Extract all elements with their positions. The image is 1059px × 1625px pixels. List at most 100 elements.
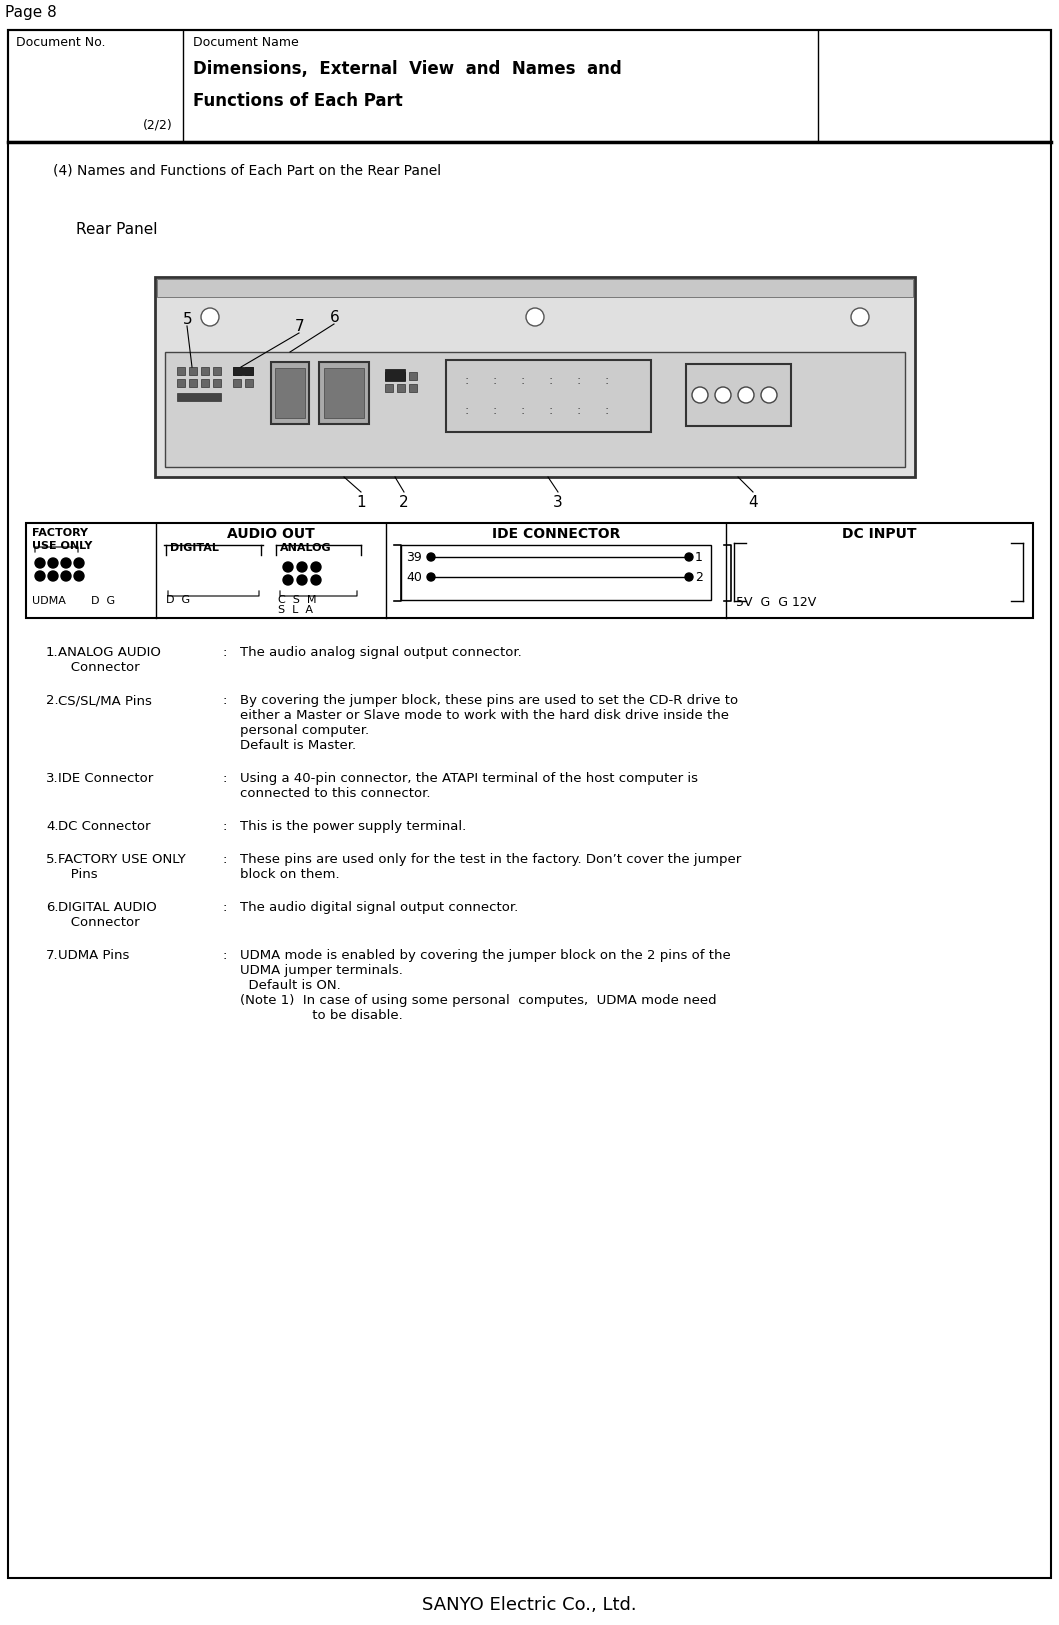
Text: These pins are used only for the test in the factory. Don’t cover the jumper
blo: These pins are used only for the test in… [240, 853, 741, 881]
Circle shape [851, 309, 869, 327]
Bar [245, 367, 253, 375]
Text: FACTORY: FACTORY [32, 528, 88, 538]
Text: :: : [520, 374, 524, 387]
Text: 2: 2 [695, 570, 703, 583]
Circle shape [311, 575, 321, 585]
Bar [213, 367, 221, 375]
Circle shape [297, 575, 307, 585]
Text: :: : [223, 694, 228, 707]
Bar [401, 544, 711, 600]
Text: This is the power supply terminal.: This is the power supply terminal. [240, 821, 466, 834]
Text: Rear Panel: Rear Panel [76, 223, 158, 237]
Text: D  G: D G [91, 596, 115, 606]
Text: C  S  M: C S M [279, 595, 317, 604]
Text: 2: 2 [399, 496, 409, 510]
Bar [245, 379, 253, 387]
Text: 7.: 7. [46, 949, 58, 962]
Text: CS/SL/MA Pins: CS/SL/MA Pins [58, 694, 151, 707]
Text: 4: 4 [749, 496, 758, 510]
Text: :: : [576, 374, 580, 387]
Text: DC Connector: DC Connector [58, 821, 150, 834]
Text: 3.: 3. [46, 772, 58, 785]
Text: SANYO Electric Co., Ltd.: SANYO Electric Co., Ltd. [421, 1596, 636, 1614]
Text: 1.: 1. [46, 647, 58, 660]
Circle shape [715, 387, 731, 403]
Bar [165, 353, 905, 466]
Text: :: : [604, 405, 608, 418]
Bar [324, 367, 364, 418]
Text: 7: 7 [295, 318, 305, 335]
Text: DC INPUT: DC INPUT [842, 526, 916, 541]
Bar [233, 367, 241, 375]
Bar [385, 384, 393, 392]
Circle shape [685, 552, 693, 561]
Circle shape [74, 570, 84, 582]
Text: 2.: 2. [46, 694, 58, 707]
Circle shape [685, 574, 693, 582]
Text: 5: 5 [183, 312, 193, 327]
Text: :: : [548, 405, 552, 418]
Text: S  L  A: S L A [279, 604, 313, 614]
Circle shape [74, 557, 84, 569]
Text: :: : [548, 374, 552, 387]
Text: ANALOG: ANALOG [280, 543, 331, 552]
Text: :: : [464, 374, 468, 387]
Circle shape [48, 557, 58, 569]
Bar [397, 372, 405, 380]
Bar [177, 379, 185, 387]
Circle shape [283, 562, 293, 572]
Text: 1: 1 [356, 496, 365, 510]
Circle shape [35, 570, 44, 582]
Text: 5V  G  G 12V: 5V G G 12V [736, 596, 816, 609]
Bar [201, 367, 209, 375]
Text: :: : [223, 853, 228, 866]
Text: 1: 1 [695, 551, 703, 564]
Bar [189, 379, 197, 387]
Text: Document Name: Document Name [193, 36, 299, 49]
Text: 4.: 4. [46, 821, 58, 834]
Text: D  G: D G [166, 595, 191, 604]
Bar [275, 367, 305, 418]
Text: Using a 40-pin connector, the ATAPI terminal of the host computer is
connected t: Using a 40-pin connector, the ATAPI term… [240, 772, 698, 800]
Text: 6.: 6. [46, 900, 58, 913]
Bar [155, 276, 915, 478]
Bar [177, 367, 185, 375]
Text: :: : [464, 405, 468, 418]
Text: Page 8: Page 8 [5, 5, 57, 20]
Circle shape [61, 557, 71, 569]
Text: FACTORY USE ONLY
   Pins: FACTORY USE ONLY Pins [58, 853, 185, 881]
Circle shape [35, 557, 44, 569]
Text: :: : [223, 772, 228, 785]
Text: :: : [223, 949, 228, 962]
Text: 6: 6 [330, 310, 340, 325]
Text: :: : [223, 900, 228, 913]
Circle shape [692, 387, 708, 403]
Bar [213, 379, 221, 387]
Text: :: : [492, 405, 497, 418]
Text: :: : [604, 374, 608, 387]
Bar [233, 379, 241, 387]
Circle shape [311, 562, 321, 572]
Bar [686, 364, 791, 426]
Text: :: : [492, 374, 497, 387]
Text: 39: 39 [406, 551, 421, 564]
Bar [201, 379, 209, 387]
Text: Functions of Each Part: Functions of Each Part [193, 93, 402, 110]
Bar [233, 367, 253, 375]
Circle shape [738, 387, 754, 403]
Text: By covering the jumper block, these pins are used to set the CD-R drive to
eithe: By covering the jumper block, these pins… [240, 694, 738, 752]
Bar [409, 372, 417, 380]
Circle shape [761, 387, 777, 403]
Bar [319, 362, 369, 424]
Bar [397, 384, 405, 392]
Circle shape [427, 574, 435, 582]
Circle shape [61, 570, 71, 582]
Text: Dimensions,  External  View  and  Names  and: Dimensions, External View and Names and [193, 60, 622, 78]
Bar [446, 361, 651, 432]
Text: 3: 3 [553, 496, 563, 510]
Text: The audio analog signal output connector.: The audio analog signal output connector… [240, 647, 522, 660]
Text: (2/2): (2/2) [143, 119, 173, 132]
Circle shape [48, 570, 58, 582]
Text: IDE Connector: IDE Connector [58, 772, 154, 785]
Bar [8, 29, 1051, 141]
